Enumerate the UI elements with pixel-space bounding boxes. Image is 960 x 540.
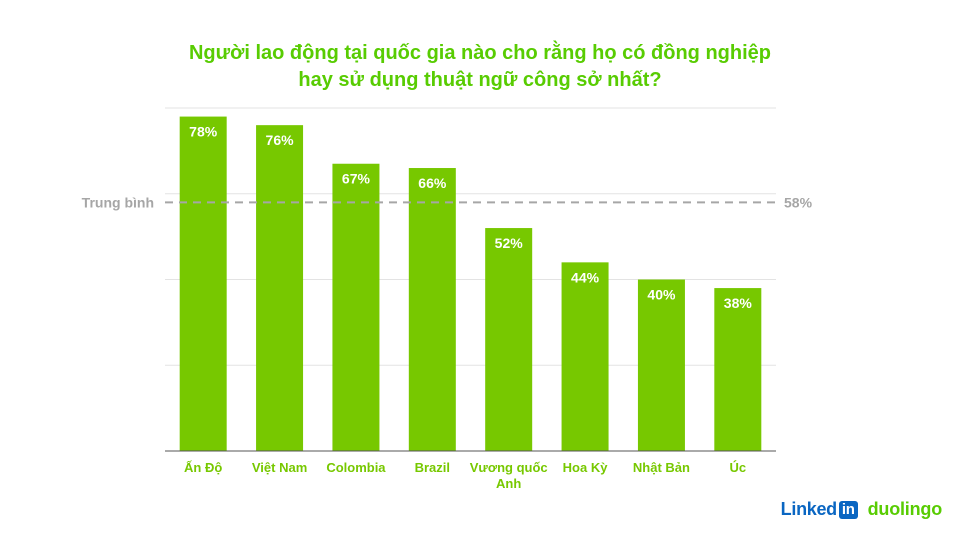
bar-value-label: 40%: [647, 287, 676, 303]
chart-title-line-2: hay sử dụng thuật ngữ công sở nhất?: [298, 69, 662, 91]
category-label: Hoa Kỳ: [563, 460, 609, 475]
linkedin-logo-box: in: [838, 500, 858, 519]
average-value-label: 58%: [784, 194, 813, 210]
category-label: Úc: [730, 460, 747, 475]
bar: [256, 125, 304, 452]
duolingo-logo: duolingo: [867, 499, 943, 519]
category-label: Colombia: [326, 460, 386, 475]
bar: [485, 228, 533, 451]
bar: [637, 279, 685, 451]
bar-value-label: 52%: [495, 235, 524, 251]
category-label: Ấn Độ: [184, 460, 222, 475]
category-label: Brazil: [415, 460, 450, 475]
chart-title-line-1: Người lao động tại quốc gia nào cho rằng…: [188, 42, 771, 64]
category-label: Nhật Bản: [633, 460, 690, 475]
category-label: Việt Nam: [252, 460, 307, 475]
chart-title: Người lao động tại quốc gia nào cho rằng…: [0, 40, 960, 94]
linkedin-logo-word: Linked: [780, 499, 838, 519]
bar-value-label: 78%: [189, 124, 218, 140]
bar: [179, 116, 227, 451]
category-label: Anh: [496, 476, 521, 491]
bar-value-label: 67%: [342, 171, 371, 187]
bar-value-label: 66%: [418, 175, 447, 191]
bar: [561, 262, 609, 451]
bar: [332, 163, 380, 452]
linkedin-logo: Linked in: [781, 499, 858, 520]
bar: [408, 168, 456, 451]
bar-value-label: 44%: [571, 269, 600, 285]
bar-value-label: 38%: [724, 295, 753, 311]
category-label: Vương quốc: [470, 460, 548, 475]
bar: [714, 288, 762, 451]
bar-value-label: 76%: [266, 132, 295, 148]
average-label: Trung bình: [82, 194, 154, 210]
partner-logos: Linked in duolingo: [781, 499, 943, 520]
